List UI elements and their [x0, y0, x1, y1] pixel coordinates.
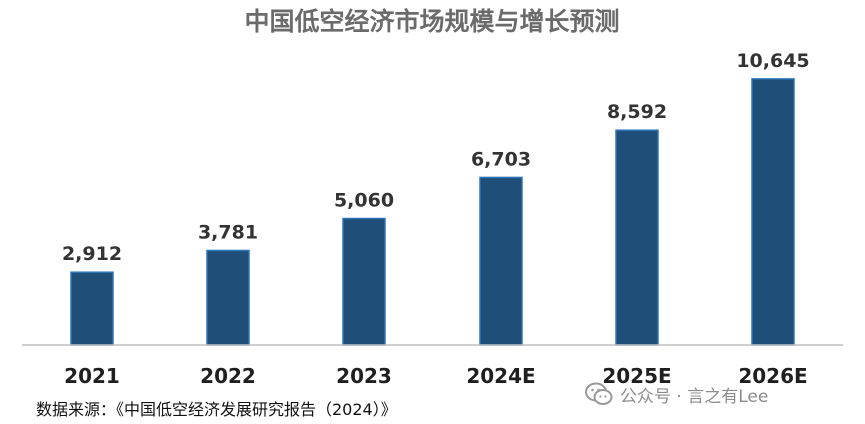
data-label-2026e: 10,645 [736, 50, 809, 72]
x-tick-2023: 2023 [336, 364, 392, 388]
bar-2023 [342, 217, 386, 346]
x-tick-2024e: 2024E [466, 364, 535, 388]
wechat-icon [585, 382, 613, 405]
data-label-2021: 2,912 [62, 243, 122, 265]
data-label-2024e: 6,703 [471, 148, 531, 170]
bar-2024e [479, 176, 523, 346]
bar-2025e [615, 129, 659, 346]
bar-2022 [206, 249, 250, 346]
x-tick-2026e: 2026E [738, 364, 807, 388]
x-tick-2022: 2022 [200, 364, 256, 388]
bar-2026e [751, 78, 795, 346]
chart-title: 中国低空经济市场规模与增长预测 [244, 7, 619, 36]
x-tick-2021: 2021 [64, 364, 120, 388]
watermark-text: 公众号 · 言之有Lee [620, 386, 769, 407]
source-note: 数据来源：《中国低空经济发展研究报告（2024）》 [36, 400, 397, 419]
watermark: 公众号 · 言之有Lee [584, 381, 768, 407]
data-label-2022: 3,781 [198, 221, 258, 243]
data-label-2023: 5,060 [334, 190, 394, 212]
bar-2021 [70, 271, 114, 346]
data-label-2025e: 8,592 [607, 101, 667, 123]
x-tick-2025e: 2025E [602, 364, 671, 388]
